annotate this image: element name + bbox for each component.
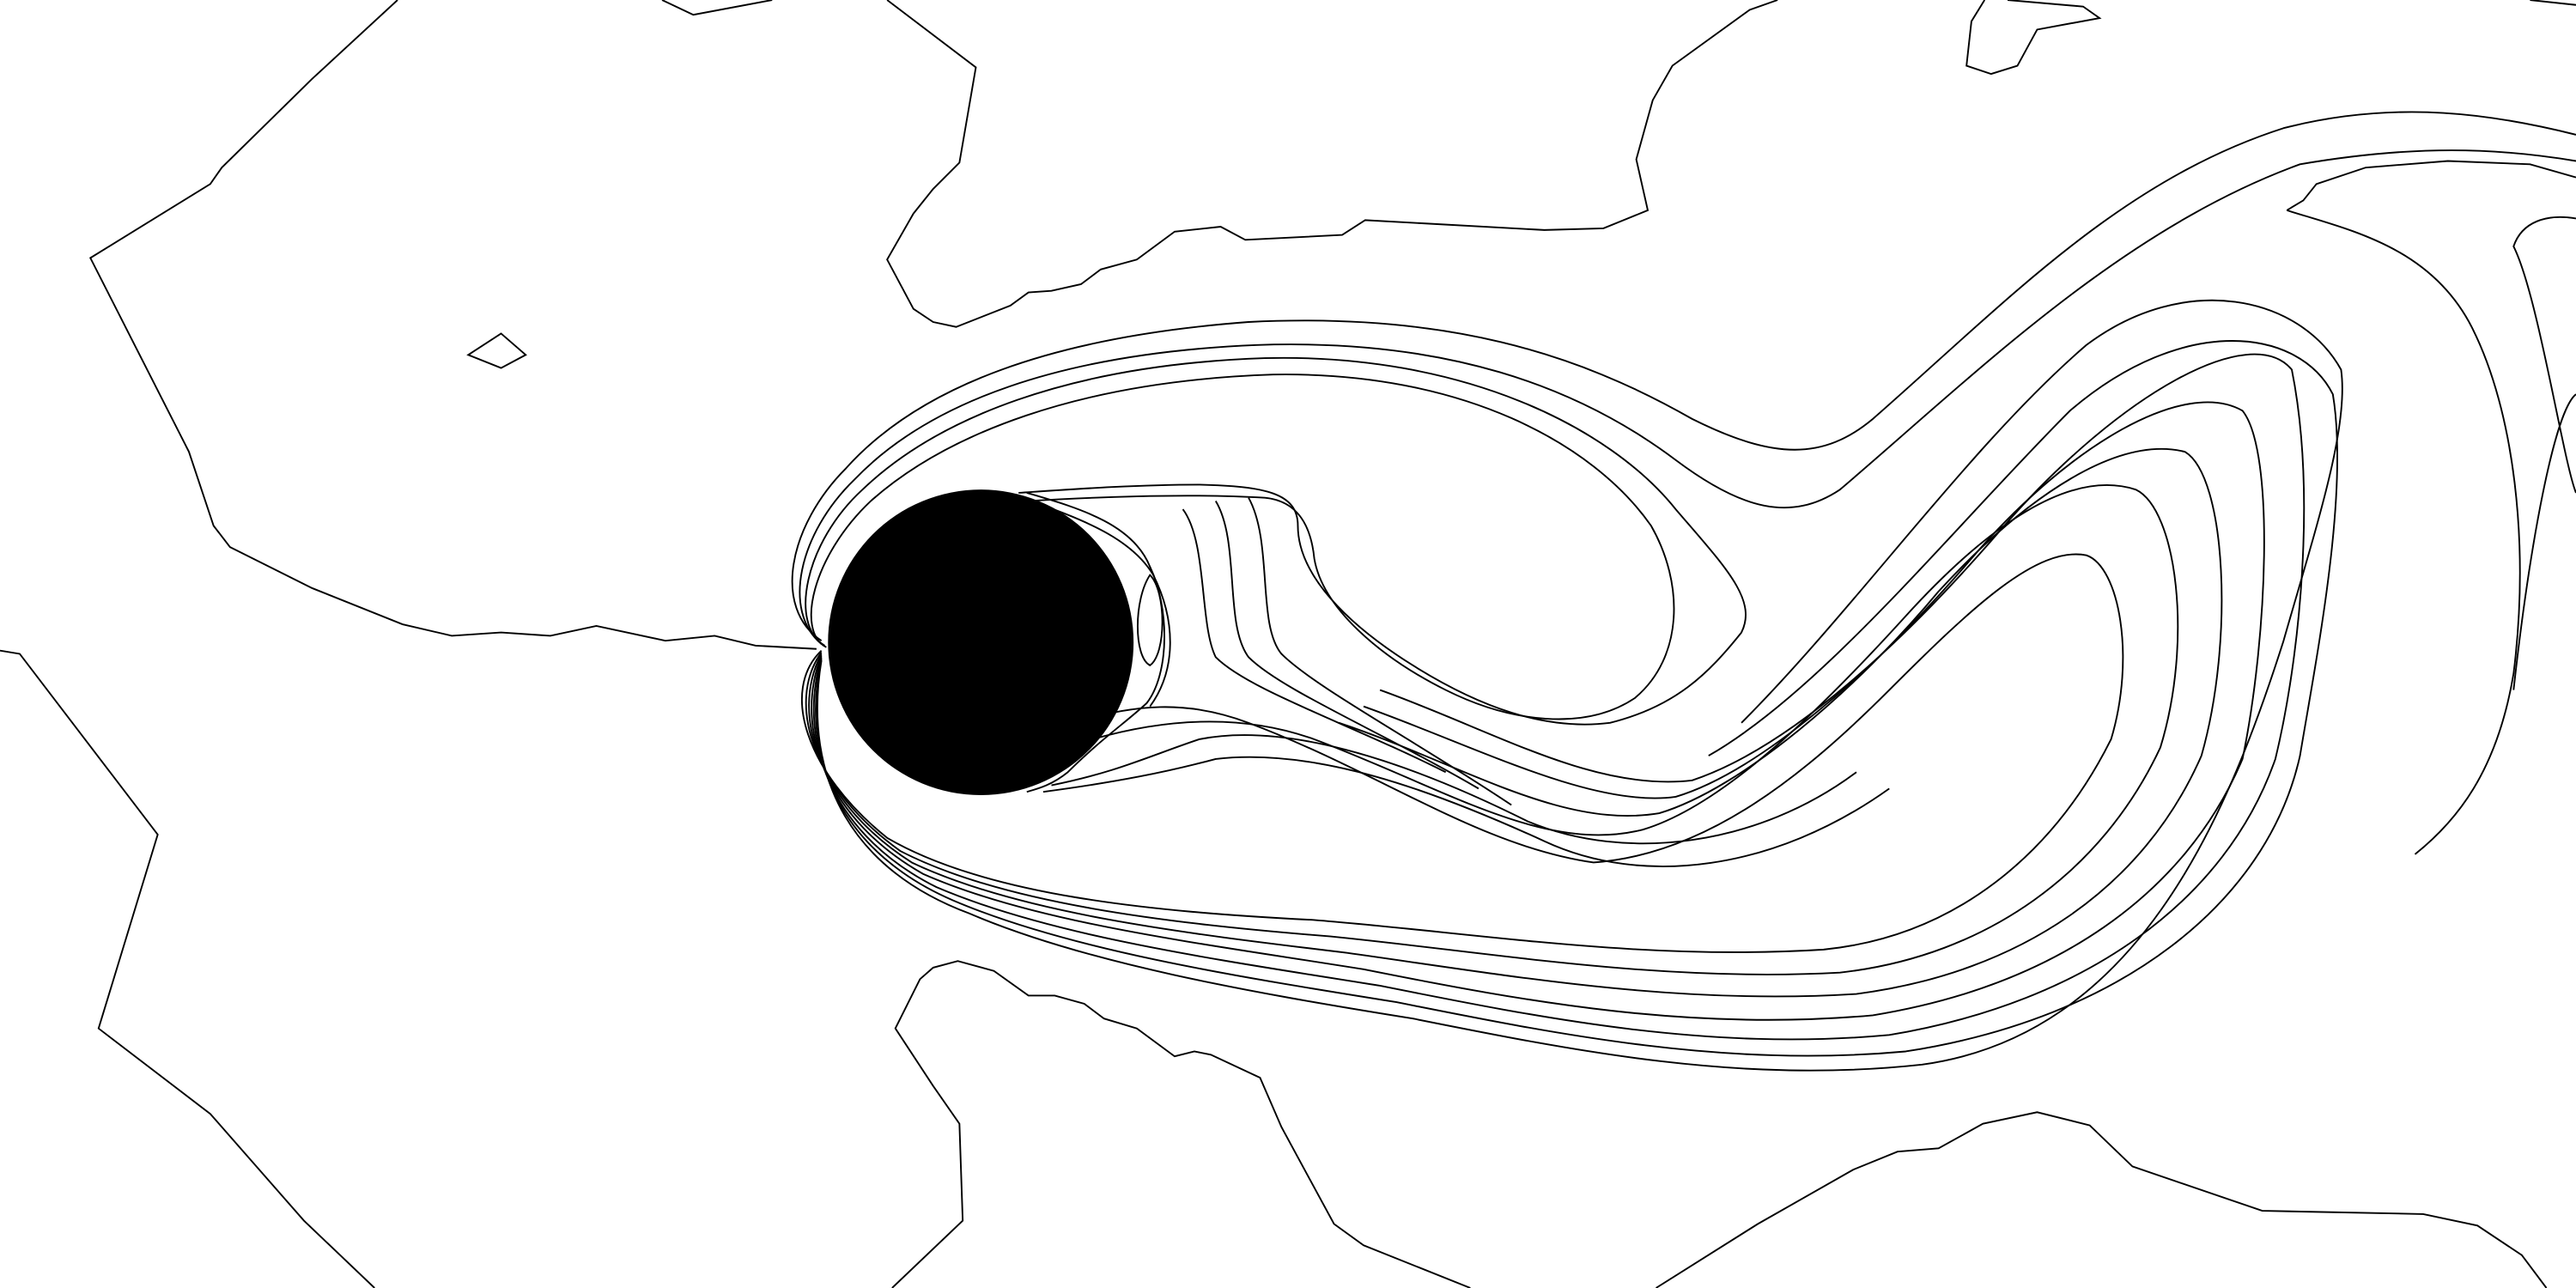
contour: [1051, 734, 1857, 845]
contour: [799, 149, 2576, 645]
contour: [808, 447, 2223, 998]
contour: [1214, 501, 1479, 790]
contour: [661, 0, 773, 16]
contour: [811, 401, 2265, 1021]
cylinder: [828, 489, 1134, 796]
contour: [1182, 508, 1447, 774]
wake-contours: [791, 111, 2576, 1072]
contour: [886, 0, 1778, 328]
contour: [2512, 393, 2576, 690]
contour: [466, 332, 527, 369]
contour: [1042, 756, 1890, 867]
contour: [891, 960, 1471, 1288]
contour: [2530, 0, 2576, 6]
contour: [1136, 574, 1163, 666]
contour: [1656, 1111, 2548, 1288]
contour: [2286, 160, 2576, 211]
contour: [1965, 0, 2102, 76]
contour: [1035, 501, 1171, 708]
contour: [2286, 209, 2521, 855]
contour: [816, 299, 2343, 1072]
contour: [791, 111, 2576, 641]
contour: [2512, 216, 2576, 494]
contour: [801, 553, 2124, 953]
contour: [0, 649, 375, 1288]
contour: [815, 340, 2339, 1057]
contour: [805, 356, 1747, 726]
contour: [88, 0, 817, 650]
contour: [1248, 497, 1512, 806]
contour: [810, 374, 1675, 720]
contour: [805, 484, 2179, 975]
contour: [1026, 492, 1165, 793]
contour: [812, 353, 2306, 1041]
